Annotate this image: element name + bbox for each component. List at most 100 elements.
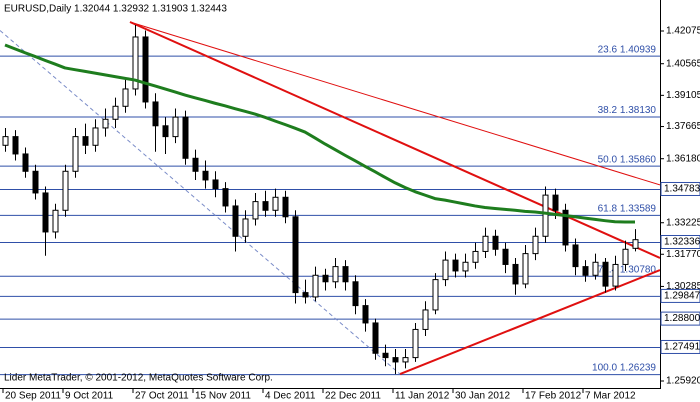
trendline — [129, 21, 660, 259]
x-tick-label: 17 Feb 2012 — [525, 391, 582, 402]
candles-layer — [2, 25, 639, 375]
y-tick-label: 1.39105 — [666, 90, 700, 101]
fib-label: 23.6 1.40939 — [598, 44, 657, 55]
candle-body — [122, 88, 129, 107]
candle-body — [192, 157, 199, 172]
candle-body — [362, 305, 369, 324]
chart-title: EURUSD,Daily 1.32044 1.32932 1.31903 1.3… — [4, 4, 227, 15]
candle-body — [552, 194, 559, 211]
x-tick-label: 30 Jan 2012 — [455, 391, 510, 402]
levels-layer: 23.6 1.40939 38.2 1.38130 50.0 1.35860 61.8… — [0, 44, 660, 376]
candle-body — [482, 235, 489, 252]
candle-body — [302, 292, 309, 298]
candle-body — [452, 259, 459, 272]
candle-body — [182, 116, 189, 159]
candle-body — [272, 196, 279, 211]
candle-body — [142, 36, 149, 103]
candle-body — [82, 136, 89, 146]
candle-body — [322, 274, 329, 283]
candle-body — [262, 201, 269, 211]
y-tick-label: 1.30285 — [666, 281, 700, 292]
fib-label: 76.4 1.30780 — [598, 264, 657, 275]
candle-body — [532, 235, 539, 255]
y-tick-label: 1.31770 — [666, 249, 700, 260]
candle-body — [512, 263, 519, 285]
y-tick-label: 1.42075 — [666, 26, 700, 37]
level-box — [660, 311, 700, 326]
candle-body — [32, 170, 39, 194]
candle-body — [632, 239, 639, 249]
level-box — [660, 234, 700, 249]
candle-body — [352, 281, 359, 307]
candle-body — [502, 248, 509, 265]
level-label: 1.32336 — [664, 237, 700, 248]
moving-average — [4, 43, 635, 224]
candle-body — [582, 266, 589, 276]
y-tick-label: 1.25920 — [666, 376, 700, 387]
candle-body — [132, 36, 139, 90]
candle-body — [542, 194, 549, 237]
candle-body — [232, 205, 239, 237]
candle-body — [462, 261, 469, 272]
candle-body — [252, 201, 259, 220]
candle-body — [52, 209, 59, 233]
candle-body — [402, 357, 409, 363]
x-tick-label: 9 Oct 2011 — [65, 391, 114, 402]
candle-body — [432, 279, 439, 311]
y-tick-label: 1.37665 — [666, 121, 700, 132]
candle-body — [332, 266, 339, 283]
candle-body — [92, 127, 99, 146]
candle-body — [442, 259, 449, 281]
candle-body — [152, 101, 159, 127]
candle-body — [562, 209, 569, 246]
x-tick-label: 20 Sep 2011 — [5, 391, 61, 402]
candle-body — [602, 261, 609, 287]
y-tick-label: 1.36180 — [666, 153, 700, 164]
candle-body — [162, 125, 169, 138]
candle-body — [592, 261, 599, 276]
candle-body — [212, 179, 219, 190]
trendline — [399, 269, 660, 375]
candle-body — [2, 136, 9, 146]
footer: Lider MetaTrader, © 2001-2012, MetaQuote… — [4, 373, 273, 384]
level-box — [660, 339, 700, 354]
candle-body — [112, 105, 119, 120]
x-tick-label: 27 Oct 2011 — [135, 391, 189, 402]
candle-body — [282, 196, 289, 218]
candle-body — [42, 192, 49, 233]
level-label: 1.28800 — [664, 313, 700, 324]
x-tick-label: 11 Jan 2012 — [395, 391, 450, 402]
fib-label: 50.0 1.35860 — [598, 154, 657, 165]
y-tick-label: 1.33225 — [666, 217, 700, 228]
x-tick-label: 4 Dec 2011 — [265, 391, 316, 402]
candle-body — [372, 322, 379, 354]
candle-body — [342, 266, 349, 283]
trendline — [129, 21, 660, 186]
candle-body — [492, 235, 499, 250]
candle-body — [622, 248, 629, 265]
x-tick-label: 7 Mar 2012 — [585, 391, 636, 402]
x-tick-label: 15 Nov 2011 — [195, 391, 251, 402]
candle-body — [292, 216, 299, 294]
candle-body — [572, 244, 579, 268]
fib-label: 61.8 1.33589 — [598, 203, 657, 214]
candle-body — [382, 352, 389, 359]
trendline — [0, 30, 401, 375]
candle-body — [62, 170, 69, 211]
candle-body — [222, 188, 229, 207]
candle-body — [612, 263, 619, 287]
candle-body — [242, 218, 249, 237]
candle-body — [22, 153, 29, 172]
fib-label: 38.2 1.38130 — [598, 105, 657, 116]
candle-body — [422, 309, 429, 330]
level-box — [660, 181, 700, 196]
level-label: 1.27491 — [664, 342, 700, 353]
y-tick-label: 1.40565 — [666, 58, 700, 69]
candle-body — [522, 253, 529, 285]
candle-body — [102, 118, 109, 129]
x-tick-label: 22 Dec 2011 — [325, 391, 381, 402]
candle-body — [312, 274, 319, 298]
candle-body — [392, 357, 399, 363]
